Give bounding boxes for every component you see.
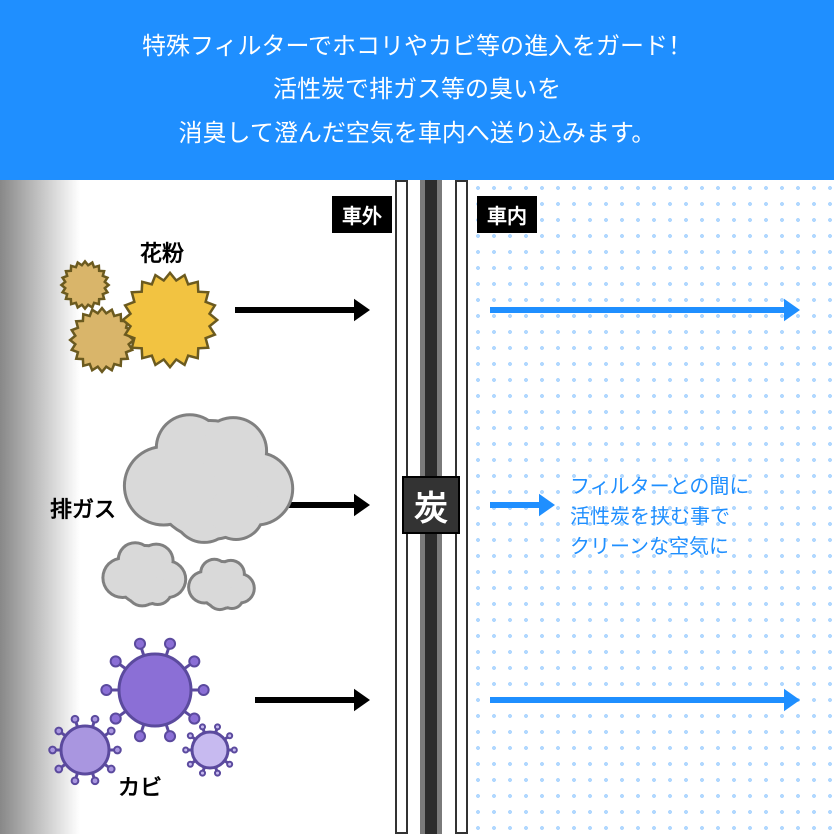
header-line-3: 消臭して澄んだ空気を車内へ送り込みます。 [179, 112, 656, 155]
header: 特殊フィルターでホコリやカビ等の進入をガード！ 活性炭で排ガス等の臭いを 消臭し… [0, 0, 834, 180]
mold-icon [49, 639, 237, 784]
filter-diagram: 車外車内炭花粉排ガスカビフィルターとの間に 活性炭を挟む事で クリーンな空気に [0, 180, 834, 834]
header-line-2: 活性炭で排ガス等の臭いを [273, 68, 561, 111]
arrow-layer [0, 180, 834, 834]
header-line-1: 特殊フィルターでホコリやカビ等の進入をガード！ [142, 25, 692, 68]
pollen-icon [61, 261, 217, 371]
exhaust-icon [101, 413, 294, 611]
